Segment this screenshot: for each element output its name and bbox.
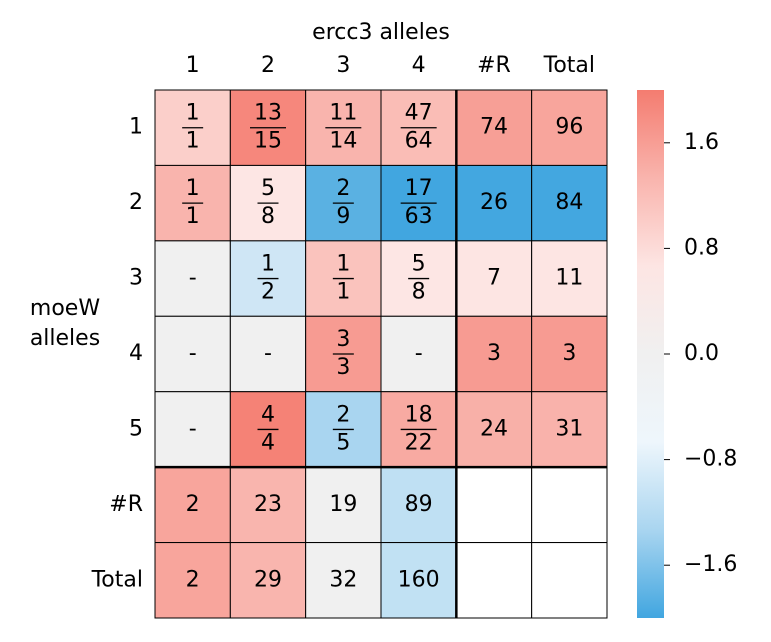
fraction-numerator: 17: [405, 176, 433, 201]
heatmap-cell: [305, 542, 382, 619]
fraction-numerator: 11: [329, 101, 357, 126]
fraction-denominator: 14: [329, 129, 357, 154]
heatmap-cell: [229, 466, 307, 544]
cell-text: -: [189, 341, 197, 366]
heatmap-cell: [531, 164, 608, 242]
heatmap-cell: [154, 542, 231, 619]
fraction-numerator: 5: [412, 252, 426, 277]
cell-text: -: [189, 266, 197, 291]
column-label: #R: [477, 53, 511, 78]
heatmap-cell: [455, 466, 533, 544]
heatmap-cell: [380, 542, 457, 619]
row-axis-title: alleles: [30, 326, 100, 351]
heatmap-cell: [154, 315, 231, 393]
fraction-numerator: 1: [186, 101, 200, 126]
heatmap-cell: [531, 315, 608, 393]
column-label: 1: [186, 53, 200, 78]
cell-value: 19: [329, 492, 357, 517]
cell-value: 84: [555, 190, 583, 215]
fraction-denominator: 8: [412, 280, 426, 305]
cell-text: -: [189, 416, 197, 441]
row-label: 5: [129, 416, 143, 441]
fraction-numerator: 3: [336, 327, 350, 352]
fraction-denominator: 1: [336, 280, 350, 305]
row-label: 1: [129, 115, 143, 140]
cell-value: 23: [254, 492, 282, 517]
row-axis-title: moeW: [30, 296, 100, 321]
row-label: 2: [129, 190, 143, 215]
fraction-denominator: 9: [336, 204, 350, 229]
colorbar-tick-label: −0.8: [684, 447, 737, 472]
cell-value: 96: [555, 115, 583, 140]
heatmap-cell: [229, 542, 307, 619]
fraction-denominator: 1: [186, 129, 200, 154]
cell-value: 11: [555, 266, 583, 291]
fraction-denominator: 4: [261, 430, 275, 455]
heatmap-cell: [531, 542, 608, 619]
fraction-numerator: 13: [254, 101, 282, 126]
fraction-numerator: 47: [405, 101, 433, 126]
cell-value: 3: [562, 341, 576, 366]
heatmap-cell: [380, 315, 457, 393]
fraction-numerator: 2: [336, 402, 350, 427]
fraction-numerator: 5: [261, 176, 275, 201]
row-label: 3: [129, 266, 143, 291]
heatmap-cell: [229, 240, 307, 317]
cell-value: 74: [480, 115, 508, 140]
column-label: 3: [336, 53, 350, 78]
cell-value: 26: [480, 190, 508, 215]
row-label: Total: [91, 567, 143, 592]
fraction-denominator: 64: [405, 129, 433, 154]
fraction-denominator: 63: [405, 204, 433, 229]
cell-value: 24: [480, 416, 508, 441]
column-label: Total: [543, 53, 595, 78]
heatmap-cell: [531, 466, 608, 544]
cell-text: -: [415, 341, 423, 366]
colorbar-tick-label: 0.0: [684, 341, 719, 366]
cell-value: 31: [555, 416, 583, 441]
heatmap-cell: [455, 164, 533, 242]
fraction-denominator: 8: [261, 204, 275, 229]
cell-value: 3: [487, 341, 501, 366]
cell-value: 160: [398, 567, 440, 592]
fraction-denominator: 22: [405, 430, 433, 455]
cell-value: 89: [405, 492, 433, 517]
fraction-numerator: 1: [186, 176, 200, 201]
cell-value: 32: [329, 567, 357, 592]
colorbar-tick-label: 0.8: [684, 235, 719, 260]
fraction-numerator: 1: [261, 252, 275, 277]
fraction-denominator: 1: [186, 204, 200, 229]
heatmap-cell: [531, 89, 608, 166]
row-label: 4: [129, 341, 143, 366]
heatmap-cell: [229, 315, 307, 393]
fraction-denominator: 3: [336, 355, 350, 380]
colorbar-tick-label: 1.6: [684, 130, 719, 155]
cell-value: 2: [186, 492, 200, 517]
fraction-denominator: 5: [336, 430, 350, 455]
fraction-denominator: 2: [261, 280, 275, 305]
colorbar-tick-label: −1.6: [684, 552, 737, 577]
column-axis-title: ercc3 alleles: [312, 20, 450, 45]
cell-text: -: [264, 341, 272, 366]
cell-value: 2: [186, 567, 200, 592]
heatmap-cell: [531, 391, 608, 468]
heatmap-cell: [455, 542, 533, 619]
column-label: 4: [412, 53, 426, 78]
colorbar: [637, 90, 664, 618]
fraction-numerator: 2: [336, 176, 350, 201]
fraction-numerator: 1: [336, 252, 350, 277]
column-label: 2: [261, 53, 275, 78]
fraction-numerator: 18: [405, 402, 433, 427]
cell-value: 7: [487, 266, 501, 291]
fraction-denominator: 15: [254, 129, 282, 154]
fraction-numerator: 4: [261, 402, 275, 427]
heatmap-cell: [531, 240, 608, 317]
cell-value: 29: [254, 567, 282, 592]
heatmap-cell: [455, 315, 533, 393]
row-label: #R: [109, 492, 143, 517]
